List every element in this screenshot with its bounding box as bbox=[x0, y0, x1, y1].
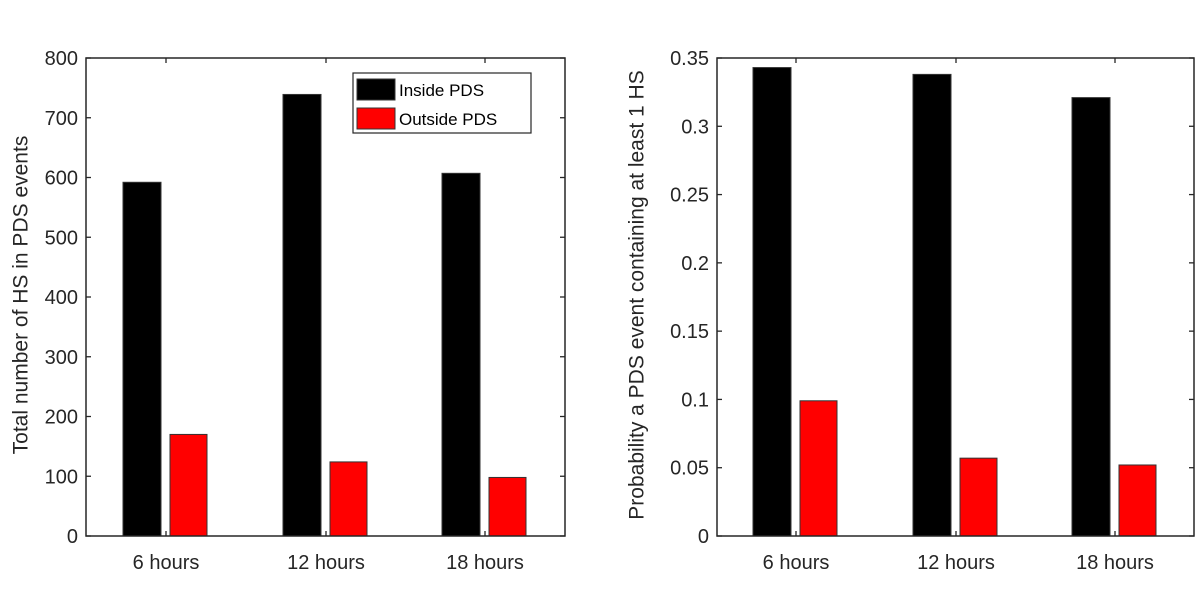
y-tick-label: 0 bbox=[67, 526, 78, 548]
y-axis-title: Total number of HS in PDS events bbox=[10, 136, 33, 455]
y-axis-title: Probability a PDS event containing at le… bbox=[626, 70, 649, 519]
x-tick-label: 18 hours bbox=[1076, 552, 1154, 574]
x-tick-label: 12 hours bbox=[917, 552, 995, 574]
chart-hs-probability: 0 0.05 0.1 0.15 0.2 0.25 0.3 0.35 6 hours 12 hour… bbox=[626, 48, 1195, 574]
bar-inside-12-hours bbox=[282, 93, 322, 537]
y-tick-label: 500 bbox=[45, 227, 78, 249]
y-tick-label: 800 bbox=[45, 48, 78, 70]
bar-outside-6-hours bbox=[799, 400, 838, 537]
legend: Inside PDS Outside PDS bbox=[352, 72, 532, 134]
y-tick-label: 700 bbox=[45, 108, 78, 130]
legend-label: Inside PDS bbox=[399, 81, 484, 100]
y-tick-label: 0.05 bbox=[670, 458, 709, 480]
legend-swatch-inside bbox=[356, 78, 396, 101]
legend-label: Outside PDS bbox=[399, 110, 497, 129]
bar-outside-18-hours bbox=[488, 476, 527, 537]
bar-outside-12-hours bbox=[329, 461, 368, 537]
x-tick-label: 6 hours bbox=[763, 552, 830, 574]
bar-inside-18-hours bbox=[1071, 97, 1111, 537]
bar-inside-18-hours bbox=[441, 172, 481, 537]
y-tick-label: 0.25 bbox=[670, 185, 709, 207]
x-tick-label: 12 hours bbox=[287, 552, 365, 574]
y-tick-label: 200 bbox=[45, 407, 78, 429]
chart-hs-count: 0 100 200 300 400 500 600 700 800 6 hours 12 hours… bbox=[10, 48, 566, 574]
bar-inside-6-hours bbox=[752, 67, 792, 537]
x-tick-label: 18 hours bbox=[446, 552, 524, 574]
y-tick-label: 0.15 bbox=[670, 321, 709, 343]
x-tick-label: 6 hours bbox=[133, 552, 200, 574]
bar-outside-6-hours bbox=[169, 433, 208, 537]
y-tick-label: 400 bbox=[45, 287, 78, 309]
y-tick-label: 0.35 bbox=[670, 48, 709, 70]
bar-outside-18-hours bbox=[1118, 464, 1157, 537]
bar-inside-12-hours bbox=[912, 73, 952, 537]
y-tick-label: 100 bbox=[45, 466, 78, 488]
y-tick-label: 600 bbox=[45, 168, 78, 190]
bar-outside-12-hours bbox=[959, 457, 998, 537]
legend-swatch-outside bbox=[356, 107, 396, 130]
y-tick-label: 0.1 bbox=[681, 389, 709, 411]
y-tick-label: 300 bbox=[45, 347, 78, 369]
y-tick-label: 0.3 bbox=[681, 116, 709, 138]
y-tick-label: 0.2 bbox=[681, 253, 709, 275]
y-tick-label: 0 bbox=[698, 526, 709, 548]
bar-inside-6-hours bbox=[122, 181, 162, 537]
